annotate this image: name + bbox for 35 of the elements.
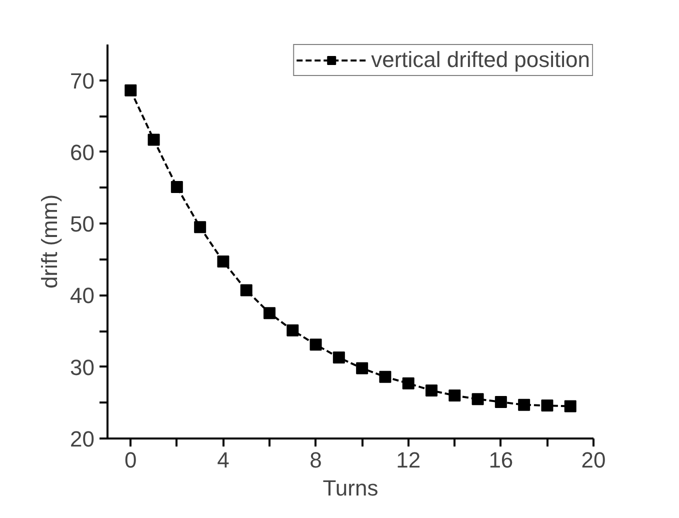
x-tick-label: 16 [488,448,514,472]
x-tick-label: 20 [581,448,606,472]
y-tick-label: 60 [70,140,95,165]
x-tick-label: 4 [217,448,230,472]
point [217,256,230,268]
point [426,384,438,397]
point [286,324,299,336]
point [240,284,252,296]
x-tick-label: 0 [124,448,137,472]
point [170,181,183,194]
point [356,362,368,374]
point [148,134,160,146]
x-tick-label: 8 [310,448,322,472]
y-tick-label: 20 [70,426,95,452]
point [472,393,484,406]
y-axis-title: drift (mm) [37,194,62,289]
point [564,400,576,412]
point [518,398,530,411]
point [541,400,554,412]
x-axis-title: Turns [322,476,378,500]
point [264,307,276,320]
point [332,352,345,364]
point [124,84,137,96]
point [194,221,206,234]
y-tick-label: 30 [70,354,95,380]
y-tick-label: 50 [70,212,95,237]
point [379,370,392,383]
y-tick-label: 70 [70,68,95,94]
legend-label: vertical drifted position [371,47,590,73]
point [402,377,414,390]
point [494,396,507,408]
point [310,338,322,351]
point [448,390,461,402]
y-tick-label: 40 [70,283,95,308]
x-tick-label: 12 [396,448,421,472]
